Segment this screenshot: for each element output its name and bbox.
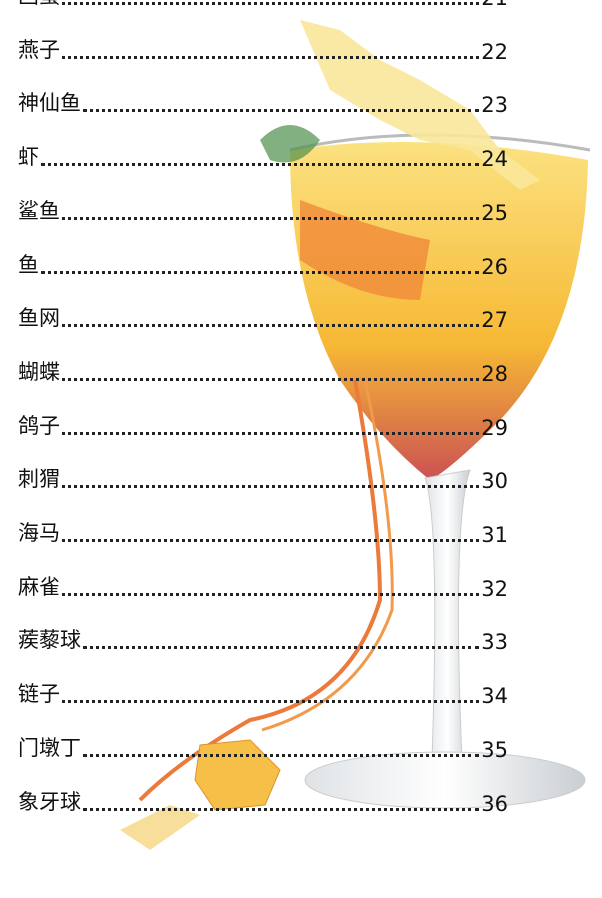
leader-dots [83, 109, 479, 112]
entry-title: 鲨鱼 [18, 195, 60, 225]
toc-entry: 刺猬 30 [18, 463, 508, 493]
leader-dots [83, 754, 479, 757]
page-number: 34 [481, 684, 508, 708]
entry-title: 蝴蝶 [18, 356, 60, 386]
leader-dots [62, 432, 479, 435]
toc-entry: 链子 34 [18, 678, 508, 708]
entry-title: 画蛋 [18, 0, 60, 10]
leader-dots [62, 539, 479, 542]
page-number: 23 [481, 93, 508, 117]
toc-entry: 蝴蝶 28 [18, 356, 508, 386]
page-number: 32 [481, 577, 508, 601]
page-number: 22 [481, 40, 508, 64]
leader-dots [41, 163, 479, 166]
page-number: 29 [481, 416, 508, 440]
leader-dots [62, 324, 479, 327]
entry-title: 鱼 [18, 249, 39, 279]
page: 画蛋 21 燕子 22 神仙鱼 23 虾 24 鲨鱼 25 鱼 26 鱼网 27 蝴蝶 28 鸽子 29 刺猬 30 海… [0, 0, 602, 898]
toc-entry: 画蛋 21 [18, 0, 508, 10]
toc-entry: 神仙鱼 23 [18, 87, 508, 117]
page-number: 33 [481, 630, 508, 654]
entry-title: 象牙球 [18, 786, 81, 816]
toc-entry: 门墩丁 35 [18, 732, 508, 762]
page-number: 24 [481, 147, 508, 171]
entry-title: 海马 [18, 517, 60, 547]
leader-dots [62, 593, 479, 596]
page-number: 26 [481, 255, 508, 279]
entry-title: 神仙鱼 [18, 87, 81, 117]
page-number: 21 [481, 0, 508, 10]
page-number: 27 [481, 308, 508, 332]
toc-entry: 蒺藜球 33 [18, 624, 508, 654]
toc-entry: 燕子 22 [18, 34, 508, 64]
page-number: 30 [481, 469, 508, 493]
leader-dots [62, 700, 479, 703]
entry-title: 刺猬 [18, 463, 60, 493]
entry-title: 虾 [18, 141, 39, 171]
toc-entry: 鲨鱼 25 [18, 195, 508, 225]
entry-title: 燕子 [18, 34, 60, 64]
leader-dots [83, 646, 479, 649]
page-number: 31 [481, 523, 508, 547]
toc-entry: 海马 31 [18, 517, 508, 547]
leader-dots [41, 271, 479, 274]
leader-dots [62, 2, 479, 5]
toc-entry: 象牙球 36 [18, 786, 508, 816]
entry-title: 鱼网 [18, 302, 60, 332]
toc-entry: 鸽子 29 [18, 410, 508, 440]
entry-title: 鸽子 [18, 410, 60, 440]
leader-dots [83, 808, 479, 811]
page-number: 28 [481, 362, 508, 386]
leader-dots [62, 217, 479, 220]
page-number: 25 [481, 201, 508, 225]
toc-entry: 鱼网 27 [18, 302, 508, 332]
entry-title: 麻雀 [18, 571, 60, 601]
leader-dots [62, 485, 479, 488]
toc-entry: 鱼 26 [18, 249, 508, 279]
page-number: 36 [481, 792, 508, 816]
entry-title: 蒺藜球 [18, 624, 81, 654]
toc-entry: 虾 24 [18, 141, 508, 171]
page-number: 35 [481, 738, 508, 762]
entry-title: 链子 [18, 678, 60, 708]
toc-entry: 麻雀 32 [18, 571, 508, 601]
entry-title: 门墩丁 [18, 732, 81, 762]
cocktail-illustration [0, 0, 602, 898]
leader-dots [62, 56, 479, 59]
leader-dots [62, 378, 479, 381]
